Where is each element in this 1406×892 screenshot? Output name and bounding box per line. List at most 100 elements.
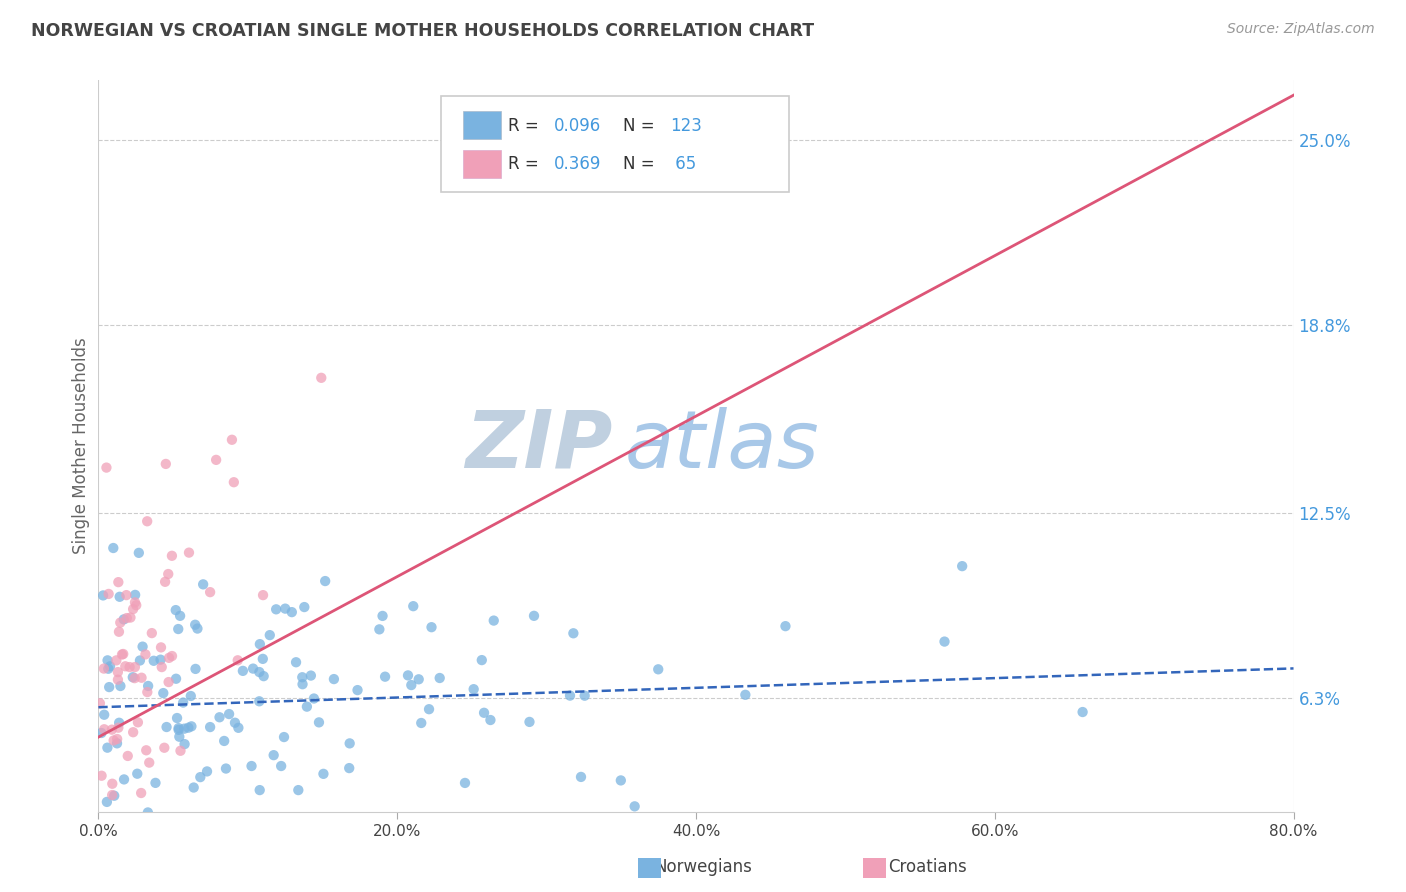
Point xyxy=(482,614,505,628)
Point xyxy=(101,788,124,802)
Point xyxy=(124,588,146,602)
Point xyxy=(429,671,451,685)
Point xyxy=(173,722,195,736)
Point xyxy=(222,475,245,490)
Point xyxy=(610,773,633,788)
Point xyxy=(112,772,135,787)
Point xyxy=(215,762,238,776)
Point xyxy=(172,696,194,710)
Point xyxy=(142,654,165,668)
Point xyxy=(420,620,443,634)
Point xyxy=(374,670,396,684)
Point xyxy=(519,714,541,729)
Point xyxy=(117,748,139,763)
Point xyxy=(471,653,494,667)
Point xyxy=(107,575,129,590)
Point xyxy=(623,799,645,814)
Point xyxy=(167,622,190,636)
Point xyxy=(108,590,131,604)
Point xyxy=(114,820,136,834)
Point xyxy=(208,710,231,724)
Point xyxy=(934,634,956,648)
Point xyxy=(152,686,174,700)
Point xyxy=(169,744,191,758)
Point xyxy=(247,665,270,679)
Point xyxy=(157,651,180,665)
Point xyxy=(96,460,118,475)
Point xyxy=(110,679,132,693)
Point xyxy=(408,673,430,687)
Point xyxy=(242,662,264,676)
Point xyxy=(101,777,124,791)
Point xyxy=(314,574,336,588)
Point xyxy=(177,721,200,735)
Point xyxy=(103,789,125,803)
Point xyxy=(295,699,318,714)
Point xyxy=(128,546,150,560)
Point xyxy=(115,588,138,602)
Bar xyxy=(463,150,501,178)
Point xyxy=(93,723,115,737)
Point xyxy=(253,669,276,683)
Point xyxy=(89,696,111,710)
Point xyxy=(124,671,146,685)
Point xyxy=(205,453,228,467)
Point xyxy=(160,549,183,563)
Text: Croatians: Croatians xyxy=(889,858,967,876)
Point xyxy=(134,648,156,662)
Point xyxy=(184,662,207,676)
Point xyxy=(285,655,308,669)
Point xyxy=(647,662,669,676)
Point xyxy=(131,671,153,685)
Point xyxy=(101,723,124,737)
Point xyxy=(198,585,221,599)
Point xyxy=(157,567,180,582)
Point xyxy=(145,776,167,790)
Text: Norwegians: Norwegians xyxy=(654,858,752,876)
Point xyxy=(249,783,271,797)
Point xyxy=(98,659,121,673)
Point xyxy=(129,653,152,667)
Point xyxy=(195,764,218,779)
Point xyxy=(105,736,128,750)
Point xyxy=(274,601,297,615)
Point xyxy=(150,640,173,655)
Point xyxy=(322,672,344,686)
Point xyxy=(165,603,187,617)
Point xyxy=(96,653,118,667)
Point xyxy=(299,668,322,682)
Point xyxy=(281,605,304,619)
Point xyxy=(339,736,361,750)
Point xyxy=(136,514,159,528)
Point xyxy=(523,608,546,623)
Point xyxy=(574,689,596,703)
Point xyxy=(312,767,335,781)
Point xyxy=(166,711,188,725)
Point xyxy=(950,559,973,574)
Point xyxy=(122,725,145,739)
Point xyxy=(221,433,243,447)
Point xyxy=(125,598,148,612)
Point xyxy=(188,770,211,784)
Text: 0.369: 0.369 xyxy=(554,155,602,173)
Point xyxy=(212,734,235,748)
Point xyxy=(775,619,797,633)
Point xyxy=(184,617,207,632)
Y-axis label: Single Mother Households: Single Mother Households xyxy=(72,338,90,554)
Point xyxy=(107,721,129,735)
Point xyxy=(247,694,270,708)
Point xyxy=(124,595,146,609)
Point xyxy=(103,733,125,747)
Point xyxy=(287,783,309,797)
Text: 123: 123 xyxy=(669,117,702,135)
Point xyxy=(1071,705,1094,719)
Point xyxy=(127,766,149,780)
Point xyxy=(96,740,118,755)
Point xyxy=(141,626,163,640)
Point xyxy=(169,608,191,623)
Text: N =: N = xyxy=(623,155,659,173)
Point xyxy=(136,685,159,699)
Point xyxy=(108,624,131,639)
Point xyxy=(153,574,176,589)
Point xyxy=(124,660,146,674)
